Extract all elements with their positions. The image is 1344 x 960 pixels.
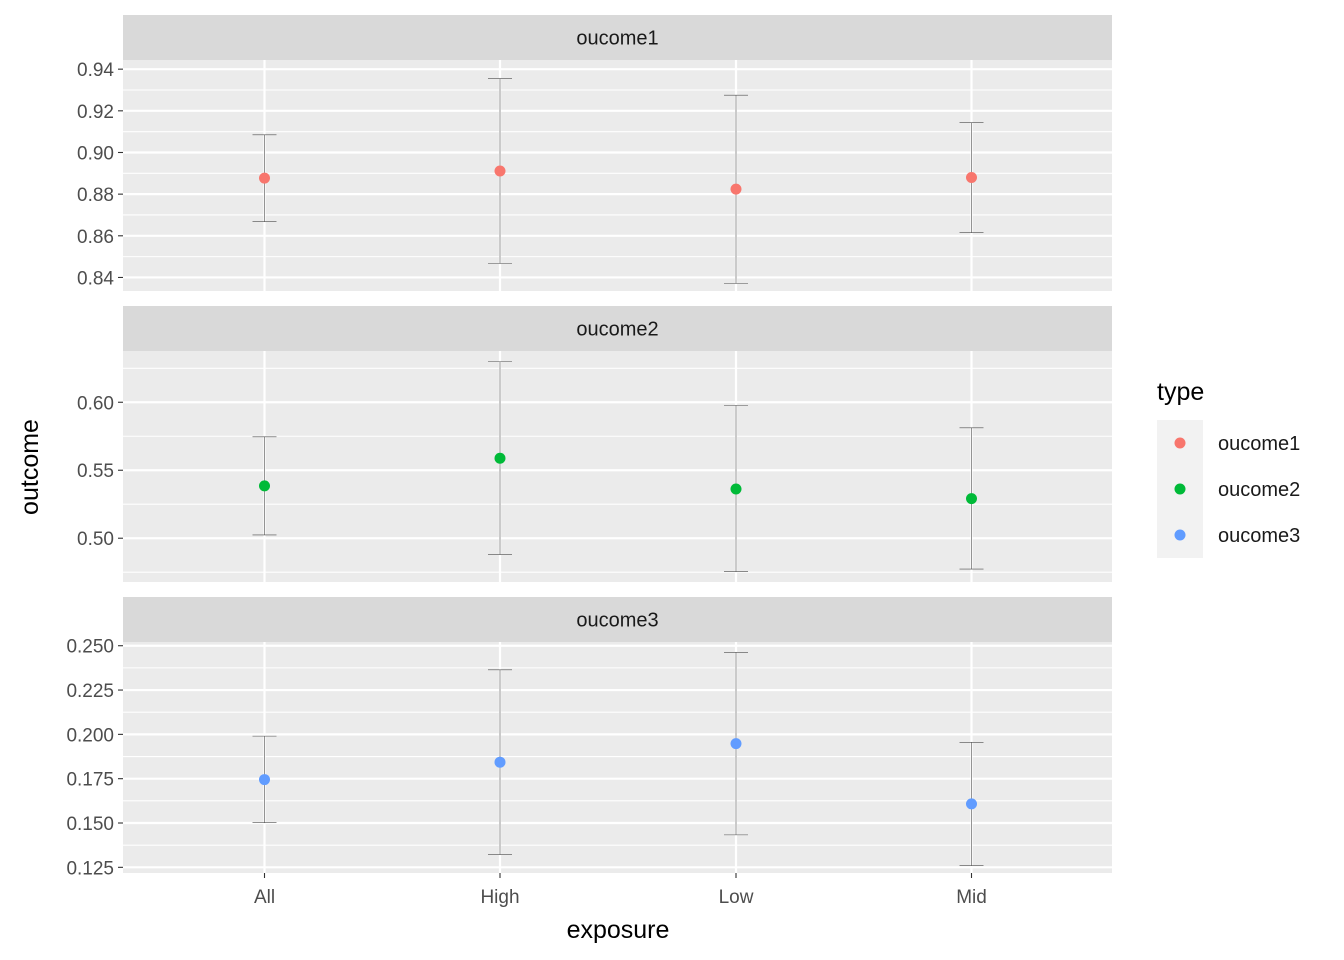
point-oucome1-low [730,183,742,195]
point-oucome2-low [730,483,742,495]
facet-strip [123,15,1112,60]
point-oucome2-mid [966,493,977,505]
legend-key-oucome3 [1174,529,1186,541]
y-tick-label: 0.200 [66,725,114,746]
panel-oucome1: oucome1 0.84 0.86 0.88 0.90 0.92 0.94 [77,15,1112,291]
y-tick-label: 0.88 [77,185,114,206]
legend-label-oucome2: oucome2 [1218,479,1300,501]
panel-background [123,642,1112,873]
point-oucome1-mid [966,171,977,183]
y-tick-label: 0.150 [66,814,114,835]
x-tick-label-high: High [480,887,519,908]
y-tick-label: 0.92 [77,102,114,123]
y-tick-label: 0.50 [77,529,114,550]
y-tick-label: 0.90 [77,143,114,164]
panel-oucome2: oucome2 0.50 0.55 0.60 [77,306,1112,582]
point-oucome3-high [494,756,506,768]
y-axis-title: outcome [16,419,44,515]
point-oucome2-high [494,452,506,464]
y-tick-label: 0.225 [66,681,114,702]
point-oucome1-all [259,172,270,184]
point-oucome1-high [494,165,506,177]
y-tick-label: 0.86 [77,227,114,248]
y-tick-label: 0.55 [77,461,114,482]
facet-strip [123,597,1112,642]
panel-background [123,60,1112,291]
legend-label-oucome3: oucome3 [1218,525,1300,547]
y-tick-label: 0.125 [66,858,114,879]
x-tick-label-low: Low [719,887,754,908]
y-tick-label: 0.175 [66,770,114,791]
x-axis-title: exposure [567,916,670,944]
panel-background [123,351,1112,582]
legend-key-oucome1 [1174,437,1186,449]
panels: oucome1 0.84 0.86 0.88 0.90 0.92 0.94 oucome2 0.… [66,15,1112,879]
facet-strip-label: oucome3 [576,610,658,632]
x-tick-label-all: All [254,887,275,908]
x-axis: All High Low Mid exposure [254,873,987,944]
y-tick-label: 0.94 [77,60,114,81]
legend-key-oucome2 [1174,483,1186,495]
facet-strip-label: oucome1 [576,28,658,50]
point-oucome3-low [730,738,742,750]
facet-strip [123,306,1112,351]
y-tick-label: 0.84 [77,268,114,289]
x-tick-marks [263,873,973,878]
legend-title: type [1157,378,1204,406]
y-tick-label: 0.60 [77,393,114,414]
facet-strip-label: oucome2 [576,319,658,341]
point-oucome3-mid [966,798,977,810]
point-oucome3-all [259,774,270,786]
legend: type oucome1 oucome2 oucome3 [1157,378,1300,558]
point-oucome2-all [259,480,270,492]
x-tick-label-mid: Mid [956,887,987,908]
panel-oucome3: oucome3 0.125 0.150 0.175 0.200 0.225 0.250 [66,597,1112,879]
legend-label-oucome1: oucome1 [1218,433,1300,455]
y-tick-label: 0.250 [66,637,114,658]
